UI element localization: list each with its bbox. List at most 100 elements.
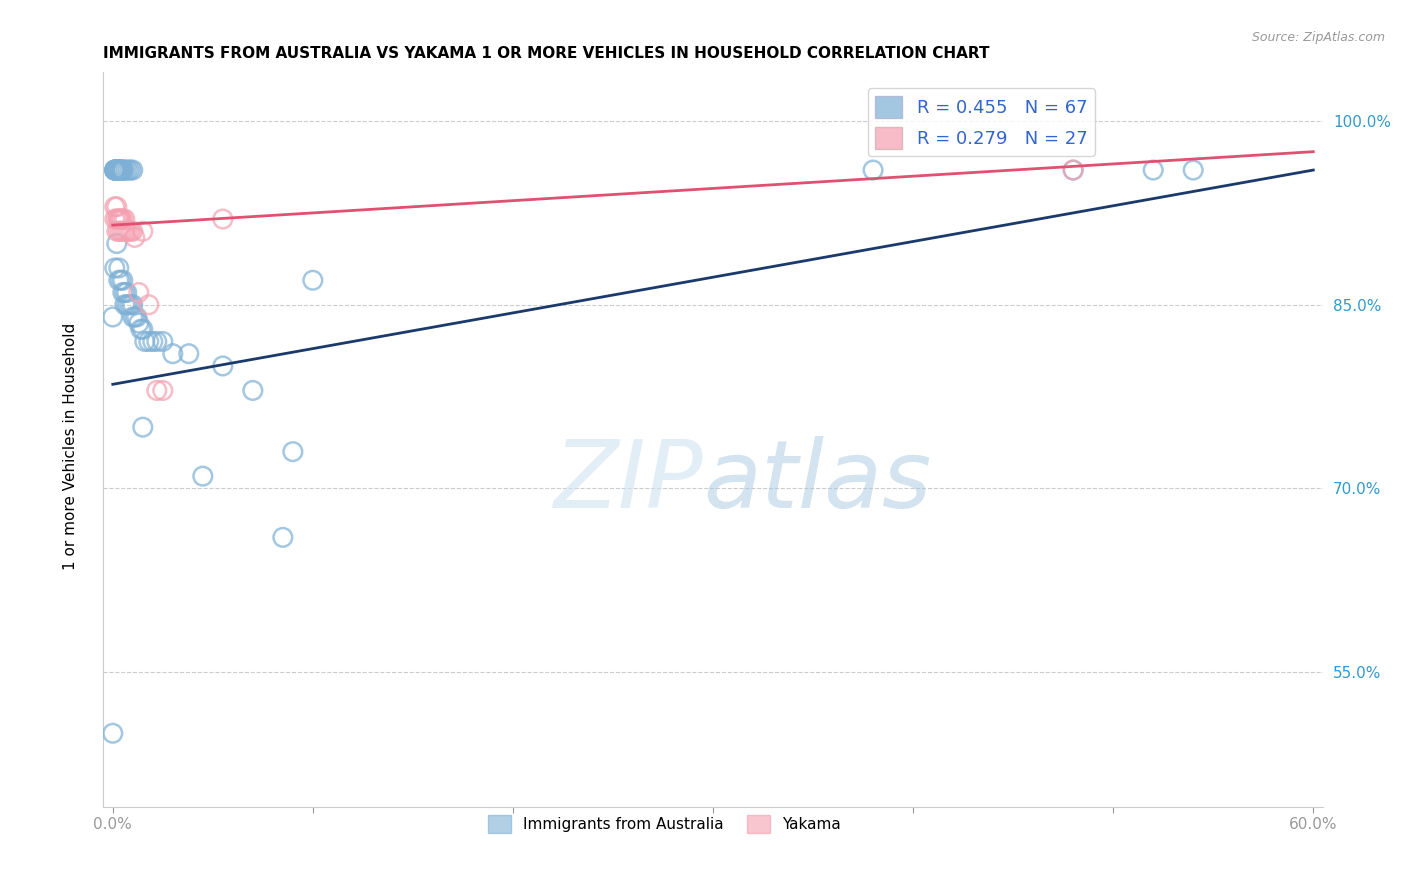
Point <box>111 212 134 227</box>
Point <box>118 224 141 238</box>
Point <box>132 322 155 336</box>
Point <box>110 163 132 178</box>
Point <box>281 444 304 458</box>
Point <box>121 298 143 312</box>
Point <box>104 212 127 227</box>
Point <box>104 260 127 275</box>
Point <box>110 212 132 227</box>
Point <box>107 163 129 178</box>
Point <box>105 163 128 178</box>
Point <box>121 163 143 178</box>
Point <box>115 285 138 300</box>
Point <box>101 726 124 740</box>
Point <box>132 420 155 434</box>
Point <box>132 224 155 238</box>
Point <box>105 163 128 178</box>
Point <box>211 359 233 373</box>
Point <box>862 163 884 178</box>
Point <box>107 212 129 227</box>
Point <box>105 236 128 251</box>
Point <box>115 224 138 238</box>
Point <box>107 260 129 275</box>
Point <box>302 273 325 287</box>
Point <box>146 384 169 398</box>
Point <box>104 163 127 178</box>
Point <box>211 212 233 227</box>
Point <box>118 163 141 178</box>
Point <box>111 163 134 178</box>
Point <box>105 163 128 178</box>
Text: IMMIGRANTS FROM AUSTRALIA VS YAKAMA 1 OR MORE VEHICLES IN HOUSEHOLD CORRELATION : IMMIGRANTS FROM AUSTRALIA VS YAKAMA 1 OR… <box>103 46 990 62</box>
Point <box>111 273 134 287</box>
Point <box>124 310 146 324</box>
Point <box>110 224 132 238</box>
Text: Source: ZipAtlas.com: Source: ZipAtlas.com <box>1251 31 1385 45</box>
Point <box>152 334 174 349</box>
Point <box>107 163 129 178</box>
Point <box>242 384 264 398</box>
Text: atlas: atlas <box>703 436 931 527</box>
Point <box>142 334 165 349</box>
Point <box>104 200 127 214</box>
Point <box>129 322 152 336</box>
Point <box>105 200 128 214</box>
Point <box>105 163 128 178</box>
Point <box>121 310 143 324</box>
Point <box>107 273 129 287</box>
Point <box>162 347 184 361</box>
Point <box>107 163 129 178</box>
Point <box>128 285 150 300</box>
Point <box>107 163 129 178</box>
Point <box>114 285 136 300</box>
Point <box>105 224 128 238</box>
Point <box>110 212 132 227</box>
Point <box>1062 163 1084 178</box>
Point <box>1142 163 1164 178</box>
Point <box>104 163 127 178</box>
Point <box>271 530 294 544</box>
Point <box>138 334 160 349</box>
Point <box>125 310 148 324</box>
Legend: Immigrants from Australia, Yakama: Immigrants from Australia, Yakama <box>482 809 846 839</box>
Point <box>120 298 142 312</box>
Point <box>105 212 128 227</box>
Point <box>114 212 136 227</box>
Point <box>105 163 128 178</box>
Text: ZIP: ZIP <box>554 436 703 527</box>
Point <box>114 224 136 238</box>
Point <box>118 298 141 312</box>
Point <box>111 163 134 178</box>
Point <box>114 163 136 178</box>
Point <box>138 298 160 312</box>
Point <box>111 285 134 300</box>
Point <box>146 334 169 349</box>
Point <box>124 230 146 244</box>
Point <box>128 316 150 330</box>
Point <box>107 163 129 178</box>
Point <box>104 163 127 178</box>
Point <box>104 163 127 178</box>
Point <box>110 163 132 178</box>
Point <box>111 163 134 178</box>
Point <box>1062 163 1084 178</box>
Point <box>120 163 142 178</box>
Point <box>115 298 138 312</box>
Point <box>120 224 142 238</box>
Point <box>107 212 129 227</box>
Point <box>107 224 129 238</box>
Point <box>121 224 143 238</box>
Point <box>101 310 124 324</box>
Point <box>152 384 174 398</box>
Point <box>111 224 134 238</box>
Point <box>104 163 127 178</box>
Point <box>105 163 128 178</box>
Point <box>114 298 136 312</box>
Point <box>110 163 132 178</box>
Point <box>191 469 214 483</box>
Point <box>134 334 156 349</box>
Point <box>115 163 138 178</box>
Point <box>1182 163 1205 178</box>
Point <box>177 347 200 361</box>
Text: 1 or more Vehicles in Household: 1 or more Vehicles in Household <box>63 322 79 570</box>
Point <box>110 273 132 287</box>
